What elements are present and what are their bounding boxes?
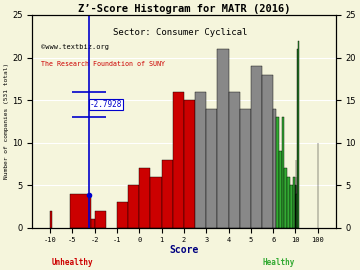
Bar xyxy=(139,168,150,228)
Bar xyxy=(284,168,287,228)
Bar xyxy=(206,109,217,228)
Bar xyxy=(50,211,52,228)
Bar xyxy=(117,202,128,228)
Text: Healthy: Healthy xyxy=(262,258,295,266)
Y-axis label: Number of companies (531 total): Number of companies (531 total) xyxy=(4,63,9,180)
Bar xyxy=(298,40,299,228)
Bar xyxy=(128,185,139,228)
Bar xyxy=(95,211,106,228)
Bar xyxy=(162,160,173,228)
Text: -2.7928: -2.7928 xyxy=(90,100,122,109)
Bar xyxy=(297,49,298,228)
Text: ©www.textbiz.org: ©www.textbiz.org xyxy=(41,44,109,50)
Bar xyxy=(240,109,251,228)
Bar xyxy=(217,49,229,228)
Bar xyxy=(91,219,95,228)
Bar xyxy=(251,66,262,228)
Title: Z’-Score Histogram for MATR (2016): Z’-Score Histogram for MATR (2016) xyxy=(78,4,290,14)
Bar xyxy=(184,100,195,228)
Bar xyxy=(150,177,162,228)
Bar xyxy=(273,109,276,228)
Bar xyxy=(262,75,273,228)
Bar xyxy=(229,92,240,228)
Bar xyxy=(70,194,91,228)
Bar xyxy=(282,117,284,228)
Bar xyxy=(287,177,290,228)
Bar xyxy=(195,92,206,228)
Bar xyxy=(290,185,293,228)
Bar xyxy=(279,151,282,228)
Bar xyxy=(293,177,296,228)
Text: The Research Foundation of SUNY: The Research Foundation of SUNY xyxy=(41,61,165,67)
Text: Unhealthy: Unhealthy xyxy=(51,258,93,266)
Bar xyxy=(173,92,184,228)
X-axis label: Score: Score xyxy=(169,245,199,255)
Bar xyxy=(276,117,279,228)
Text: Sector: Consumer Cyclical: Sector: Consumer Cyclical xyxy=(113,28,247,37)
